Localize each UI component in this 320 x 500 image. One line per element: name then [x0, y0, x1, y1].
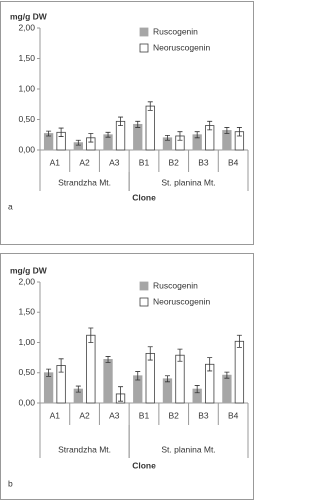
- legend-swatch: [139, 27, 149, 37]
- error-bar: [207, 357, 213, 372]
- x-tick-label: A1: [50, 410, 61, 420]
- error-bar: [88, 133, 94, 143]
- y-tick-label: 1,50: [18, 53, 35, 63]
- error-bar: [177, 131, 183, 141]
- x-tick-label: B4: [228, 157, 239, 167]
- error-bar: [135, 371, 141, 381]
- x-tick-label: B4: [228, 410, 239, 420]
- error-bar: [164, 375, 170, 383]
- legend-label: Neoruscogenin: [153, 42, 210, 52]
- error-bar: [236, 334, 242, 348]
- x-axis-label: Clone: [132, 192, 156, 202]
- error-bar: [147, 346, 153, 361]
- x-tick-label: B2: [169, 410, 180, 420]
- error-bar: [88, 327, 94, 343]
- x-tick-label: A3: [109, 410, 120, 420]
- legend-label: Ruscogenin: [153, 26, 198, 36]
- y-tick-label: 1,50: [18, 307, 35, 317]
- y-tick-label: 1,00: [18, 83, 35, 93]
- error-bar: [177, 348, 183, 362]
- group-label: St. planina Mt.: [161, 444, 215, 454]
- bar: [145, 352, 155, 404]
- x-tick-label: B2: [169, 157, 180, 167]
- panel-border: [0, 253, 254, 500]
- x-tick-label: B3: [198, 157, 209, 167]
- bar: [86, 334, 96, 404]
- panel-border: [0, 1, 254, 245]
- error-bar: [118, 116, 124, 126]
- error-bar: [46, 130, 52, 137]
- bar: [222, 374, 232, 404]
- bar: [145, 105, 155, 151]
- error-bar: [58, 358, 64, 373]
- y-tick-label: 0,00: [18, 144, 35, 154]
- x-tick-label: B1: [139, 410, 150, 420]
- error-bar: [118, 386, 124, 402]
- x-tick-label: B3: [198, 410, 209, 420]
- y-tick-label: 0,00: [18, 397, 35, 407]
- bar: [103, 359, 113, 404]
- legend-swatch: [139, 43, 149, 53]
- panel-label: a: [8, 201, 13, 211]
- error-bar: [105, 131, 111, 138]
- legend-label: Neoruscogenin: [153, 296, 210, 306]
- y-tick-label: 1,00: [18, 337, 35, 347]
- legend-label: Ruscogenin: [153, 280, 198, 290]
- x-tick-label: A3: [109, 157, 120, 167]
- bar: [175, 354, 185, 404]
- y-tick-label: 2,00: [18, 22, 35, 32]
- error-bar: [58, 127, 64, 137]
- x-tick-label: A2: [79, 410, 90, 420]
- group-label: St. planina Mt.: [161, 177, 215, 187]
- error-bar: [105, 356, 111, 363]
- figure: mg/g DW 0,00 0,50 1,00 1,50 2,00 A1 A2 A3 B1 B2 B3 B…: [0, 1, 254, 500]
- error-bar: [46, 368, 52, 377]
- error-bar: [224, 371, 230, 379]
- error-bar: [207, 120, 213, 131]
- y-axis-label: mg/g DW: [10, 265, 48, 275]
- bar: [162, 378, 173, 404]
- error-bar: [194, 385, 200, 394]
- y-tick-label: 2,00: [18, 276, 35, 286]
- error-bar: [164, 134, 170, 141]
- error-bar: [147, 101, 153, 111]
- bar: [133, 123, 143, 151]
- x-tick-label: A2: [79, 157, 90, 167]
- legend-swatch: [139, 297, 149, 307]
- error-bar: [75, 139, 81, 146]
- error-bar: [75, 385, 81, 393]
- x-tick-label: A1: [50, 157, 61, 167]
- x-tick-label: B1: [139, 157, 150, 167]
- x-axis-label: Clone: [132, 460, 156, 470]
- bar: [43, 372, 54, 404]
- error-bar: [224, 127, 230, 134]
- error-bar: [194, 131, 200, 139]
- y-axis-label: mg/g DW: [10, 11, 48, 21]
- error-bar: [135, 120, 141, 128]
- group-label: Strandzha Mt.: [58, 444, 111, 454]
- group-label: Strandzha Mt.: [58, 177, 111, 187]
- panel-label: b: [8, 478, 13, 488]
- y-tick-label: 0,50: [18, 367, 35, 377]
- bar: [234, 340, 245, 404]
- legend-swatch: [139, 281, 149, 291]
- y-tick-label: 0,50: [18, 114, 35, 124]
- error-bar: [236, 127, 242, 137]
